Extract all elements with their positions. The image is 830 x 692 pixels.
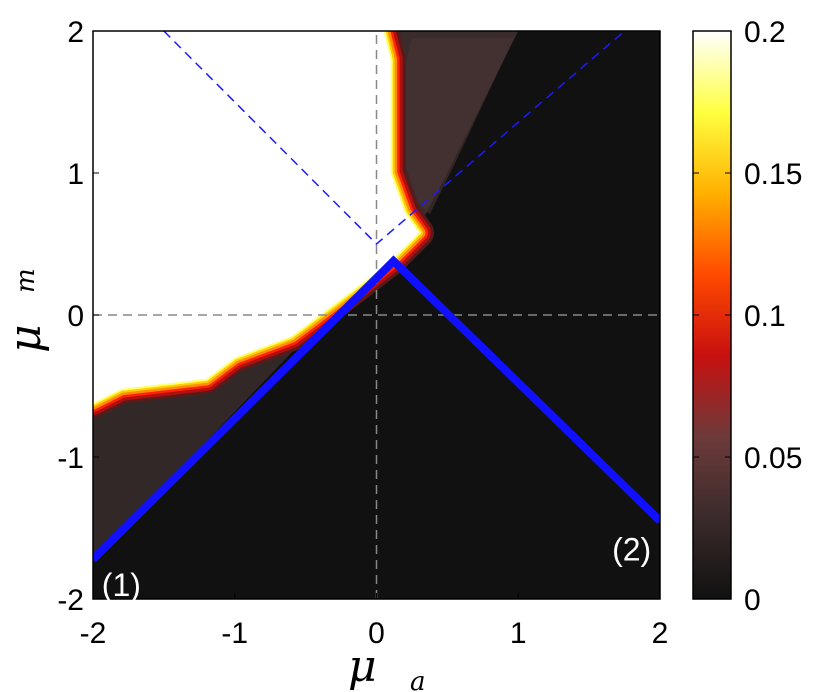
region-label: (1) — [102, 567, 141, 603]
colorbar-tick-label: 0.1 — [744, 300, 786, 333]
overlay-lines — [93, 31, 660, 599]
x-tick-label: 2 — [652, 617, 669, 650]
halo-region-inner — [405, 38, 514, 215]
colorbar-tick-label: 0.2 — [744, 16, 786, 49]
x-tick-label: -1 — [221, 617, 248, 650]
x-axis-symbol: μ — [348, 641, 377, 692]
dashed-line-0 — [163, 31, 626, 246]
boundary-line-0 — [93, 255, 660, 563]
region-label: (2) — [612, 531, 651, 567]
y-tick-labels: -2 -1 0 1 2 — [57, 16, 99, 617]
y-axis-subscript: m — [11, 268, 41, 293]
y-tick-label: -1 — [57, 442, 84, 475]
y-axis-label: μ m — [0, 268, 51, 353]
x-axis-subscript: a — [410, 667, 426, 692]
x-axis-label: μ a — [348, 641, 426, 692]
y-tick-label: 2 — [67, 16, 84, 49]
colorbar-tick-label: 0.15 — [744, 158, 802, 191]
colorbar — [692, 30, 732, 600]
y-axis-symbol: μ — [0, 324, 51, 353]
saturated-region — [93, 31, 420, 404]
colorbar-tick-label: 0.05 — [744, 442, 802, 475]
y-tick-label: 0 — [67, 300, 84, 333]
x-tick-label: 0 — [368, 617, 385, 650]
x-tick-label: -2 — [80, 617, 107, 650]
x-tick-labels: -2 -1 0 1 2 — [80, 593, 669, 650]
colorbar-tick-label: 0 — [744, 584, 761, 617]
region-annotations: (1) (2) — [102, 531, 651, 603]
colorbar-tick-labels: 0 0.05 0.1 0.15 0.2 — [693, 16, 802, 617]
y-tick-label: 1 — [67, 158, 84, 191]
y-tick-label: -2 — [57, 584, 84, 617]
x-tick-label: 1 — [510, 617, 527, 650]
